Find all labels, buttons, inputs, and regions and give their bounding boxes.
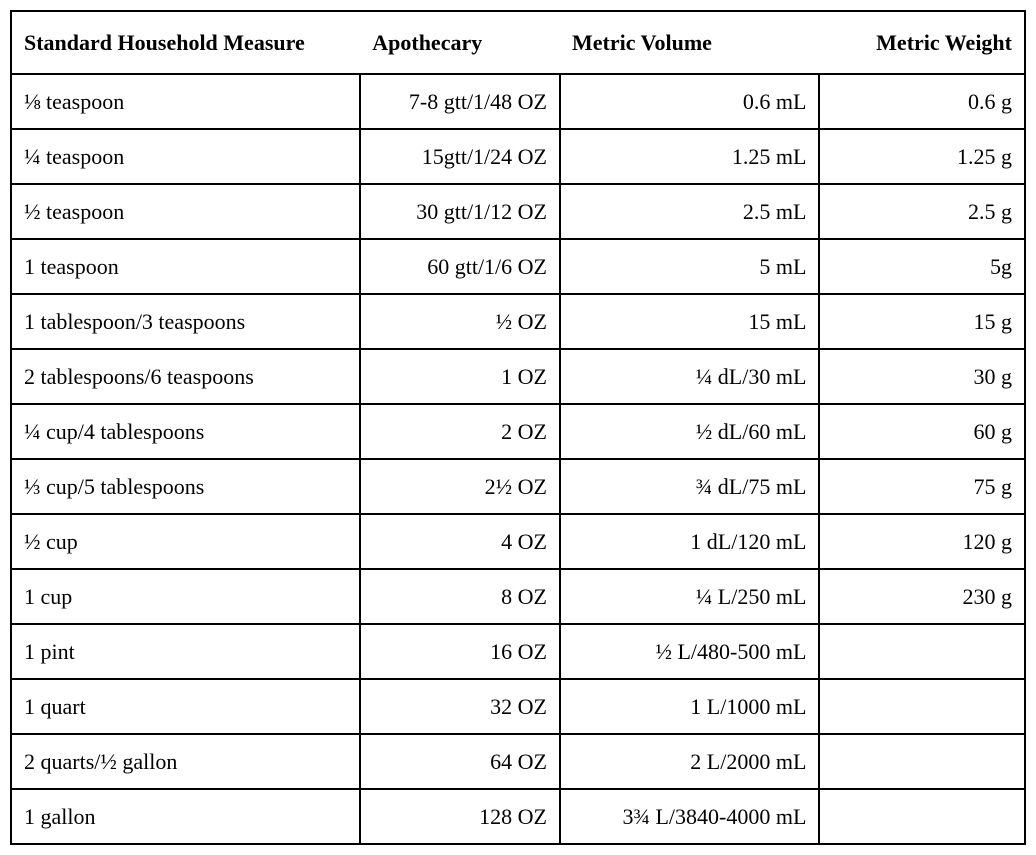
cell-apothecary: ½ OZ (360, 294, 560, 349)
table-row: ½ teaspoon 30 gtt/1/12 OZ 2.5 mL 2.5 g (11, 184, 1025, 239)
cell-household: 1 cup (11, 569, 360, 624)
cell-apothecary: 32 OZ (360, 679, 560, 734)
cell-volume: 0.6 mL (560, 74, 819, 129)
table-header: Standard Household Measure Apothecary Me… (11, 11, 1025, 74)
cell-volume: ½ L/480-500 mL (560, 624, 819, 679)
cell-household: 1 pint (11, 624, 360, 679)
cell-weight (819, 679, 1025, 734)
cell-household: ½ teaspoon (11, 184, 360, 239)
cell-volume: 1 L/1000 mL (560, 679, 819, 734)
cell-weight: 0.6 g (819, 74, 1025, 129)
cell-volume: 1 dL/120 mL (560, 514, 819, 569)
table-row: 2 tablespoons/6 teaspoons 1 OZ ¼ dL/30 m… (11, 349, 1025, 404)
cell-household: ⅓ cup/5 tablespoons (11, 459, 360, 514)
cell-volume: 2.5 mL (560, 184, 819, 239)
cell-volume: 5 mL (560, 239, 819, 294)
column-header-household: Standard Household Measure (11, 11, 360, 74)
cell-weight (819, 734, 1025, 789)
cell-weight: 1.25 g (819, 129, 1025, 184)
table-row: 1 tablespoon/3 teaspoons ½ OZ 15 mL 15 g (11, 294, 1025, 349)
measurement-conversion-table: Standard Household Measure Apothecary Me… (10, 10, 1026, 845)
cell-volume: 1.25 mL (560, 129, 819, 184)
table-row: ⅛ teaspoon 7-8 gtt/1/48 OZ 0.6 mL 0.6 g (11, 74, 1025, 129)
cell-weight: 30 g (819, 349, 1025, 404)
table-row: ⅓ cup/5 tablespoons 2½ OZ ¾ dL/75 mL 75 … (11, 459, 1025, 514)
table-row: 1 gallon 128 OZ 3¾ L/3840-4000 mL (11, 789, 1025, 844)
cell-apothecary: 4 OZ (360, 514, 560, 569)
cell-apothecary: 30 gtt/1/12 OZ (360, 184, 560, 239)
cell-apothecary: 64 OZ (360, 734, 560, 789)
cell-volume: ½ dL/60 mL (560, 404, 819, 459)
cell-household: 2 tablespoons/6 teaspoons (11, 349, 360, 404)
cell-household: 1 teaspoon (11, 239, 360, 294)
cell-weight: 2.5 g (819, 184, 1025, 239)
table-body: ⅛ teaspoon 7-8 gtt/1/48 OZ 0.6 mL 0.6 g … (11, 74, 1025, 844)
cell-volume: 3¾ L/3840-4000 mL (560, 789, 819, 844)
cell-household: ½ cup (11, 514, 360, 569)
table-row: 1 teaspoon 60 gtt/1/6 OZ 5 mL 5g (11, 239, 1025, 294)
cell-volume: ¾ dL/75 mL (560, 459, 819, 514)
cell-apothecary: 7-8 gtt/1/48 OZ (360, 74, 560, 129)
cell-household: ⅛ teaspoon (11, 74, 360, 129)
column-header-volume: Metric Volume (560, 11, 819, 74)
cell-apothecary: 16 OZ (360, 624, 560, 679)
cell-apothecary: 1 OZ (360, 349, 560, 404)
cell-apothecary: 8 OZ (360, 569, 560, 624)
cell-household: 1 quart (11, 679, 360, 734)
cell-weight (819, 624, 1025, 679)
cell-volume: 15 mL (560, 294, 819, 349)
cell-weight: 5g (819, 239, 1025, 294)
cell-apothecary: 128 OZ (360, 789, 560, 844)
cell-apothecary: 2½ OZ (360, 459, 560, 514)
table-row: ½ cup 4 OZ 1 dL/120 mL 120 g (11, 514, 1025, 569)
cell-weight: 60 g (819, 404, 1025, 459)
cell-household: 2 quarts/½ gallon (11, 734, 360, 789)
cell-weight: 75 g (819, 459, 1025, 514)
column-header-weight: Metric Weight (819, 11, 1025, 74)
cell-volume: ¼ dL/30 mL (560, 349, 819, 404)
table-row: ¼ cup/4 tablespoons 2 OZ ½ dL/60 mL 60 g (11, 404, 1025, 459)
cell-apothecary: 2 OZ (360, 404, 560, 459)
cell-weight (819, 789, 1025, 844)
table-row: ¼ teaspoon 15gtt/1/24 OZ 1.25 mL 1.25 g (11, 129, 1025, 184)
table-row: 1 cup 8 OZ ¼ L/250 mL 230 g (11, 569, 1025, 624)
table-row: 1 quart 32 OZ 1 L/1000 mL (11, 679, 1025, 734)
cell-weight: 230 g (819, 569, 1025, 624)
cell-apothecary: 15gtt/1/24 OZ (360, 129, 560, 184)
cell-household: 1 gallon (11, 789, 360, 844)
cell-apothecary: 60 gtt/1/6 OZ (360, 239, 560, 294)
column-header-apothecary: Apothecary (360, 11, 560, 74)
cell-household: ¼ teaspoon (11, 129, 360, 184)
cell-household: ¼ cup/4 tablespoons (11, 404, 360, 459)
cell-weight: 120 g (819, 514, 1025, 569)
header-row: Standard Household Measure Apothecary Me… (11, 11, 1025, 74)
table-row: 2 quarts/½ gallon 64 OZ 2 L/2000 mL (11, 734, 1025, 789)
cell-volume: ¼ L/250 mL (560, 569, 819, 624)
table-row: 1 pint 16 OZ ½ L/480-500 mL (11, 624, 1025, 679)
cell-volume: 2 L/2000 mL (560, 734, 819, 789)
cell-weight: 15 g (819, 294, 1025, 349)
cell-household: 1 tablespoon/3 teaspoons (11, 294, 360, 349)
